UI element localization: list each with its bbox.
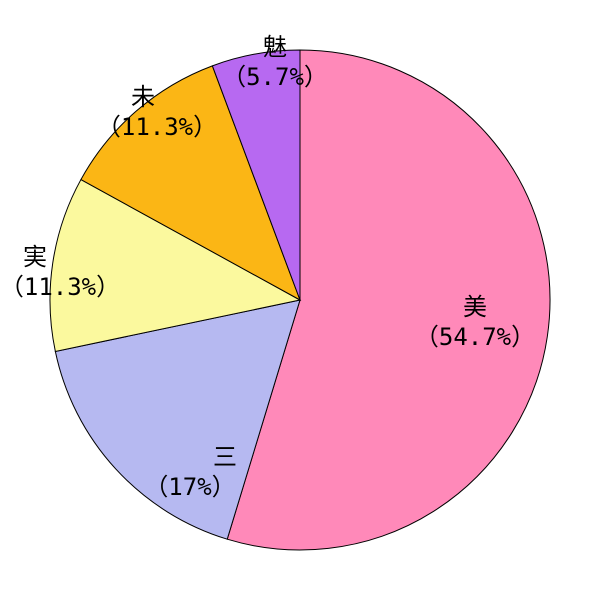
- slice-percent: （54.7%）: [415, 323, 535, 351]
- slice-label: 実: [23, 243, 47, 271]
- slice-percent: （17%）: [144, 473, 235, 501]
- slice-percent: （11.3%）: [97, 113, 217, 141]
- slice-label: 未: [131, 83, 155, 111]
- slice-label: 美: [463, 293, 487, 321]
- slice-label: 魅: [263, 33, 287, 61]
- slice-percent: （11.3%）: [0, 273, 120, 301]
- pie-chart: 美（54.7%）三（17%）実（11.3%）未（11.3%）魅（5.7%）: [0, 0, 600, 600]
- slice-percent: （5.7%）: [222, 63, 328, 91]
- slice-label: 三: [213, 443, 237, 471]
